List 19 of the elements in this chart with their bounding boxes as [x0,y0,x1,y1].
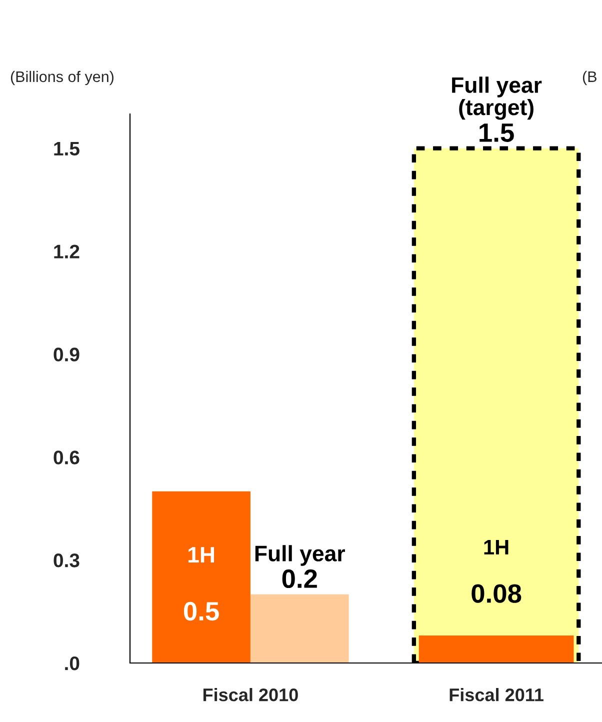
data-label: 0.2 [282,569,317,588]
y-tick-label: 0.6 [54,450,80,464]
text: (Billions of yen) [10,70,114,86]
data-label: 1.5 [480,124,514,142]
series-label: 1H [188,547,214,562]
y-tick-label: .0 [65,656,80,670]
y-tick-label: 1.5 [54,142,80,156]
bar [250,594,349,663]
text: 1H [484,540,508,554]
series-label: Full year (target) [452,76,542,120]
x-tick-label: Fiscal 2010 [203,688,298,702]
text: (B [582,70,596,86]
data-label: 0.08 [472,584,522,603]
y-tick-label: 0.3 [54,554,80,568]
x-tick-label: Fiscal 2011 [450,688,544,702]
y-tick-label: 0.9 [54,348,80,362]
data-label: 0.5 [184,602,219,621]
y-tick-label: 1.2 [54,244,80,258]
annotation: Full year [255,545,345,566]
